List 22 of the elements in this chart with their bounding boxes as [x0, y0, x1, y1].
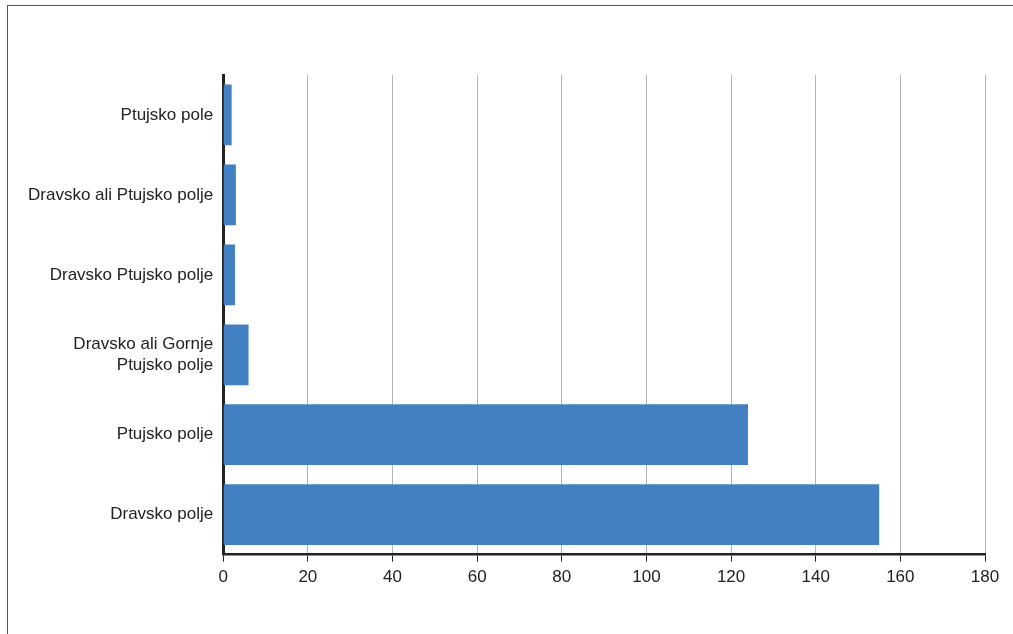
x-tick-label: 60 [467, 567, 487, 587]
x-tick-label: 0 [218, 567, 228, 587]
bar [223, 324, 249, 386]
y-tick-label: Dravsko ali Ptujsko polje [27, 184, 214, 204]
bar [223, 84, 232, 146]
y-tick-label: Dravsko Ptujsko polje [49, 264, 214, 284]
bar [223, 404, 748, 466]
y-tick-label: Dravsko ali Gornje Ptujsko polje [73, 334, 214, 374]
bar [223, 244, 236, 306]
x-tick-label: 40 [383, 567, 402, 587]
y-tick-label: Ptujsko pole [120, 104, 214, 124]
x-tick-label: 20 [298, 567, 318, 587]
x-tick-label: 180 [970, 567, 1000, 587]
bar [223, 484, 880, 546]
y-tick-label: Dravsko polje [110, 504, 214, 524]
y-tick-label: Ptujsko polje [116, 424, 214, 444]
bar [223, 164, 236, 226]
x-tick-label: 140 [801, 567, 830, 587]
x-tick-label: 160 [886, 567, 915, 587]
x-tick-label: 120 [716, 567, 746, 587]
x-tick-label: 80 [552, 567, 572, 587]
x-tick-label: 100 [632, 567, 661, 587]
